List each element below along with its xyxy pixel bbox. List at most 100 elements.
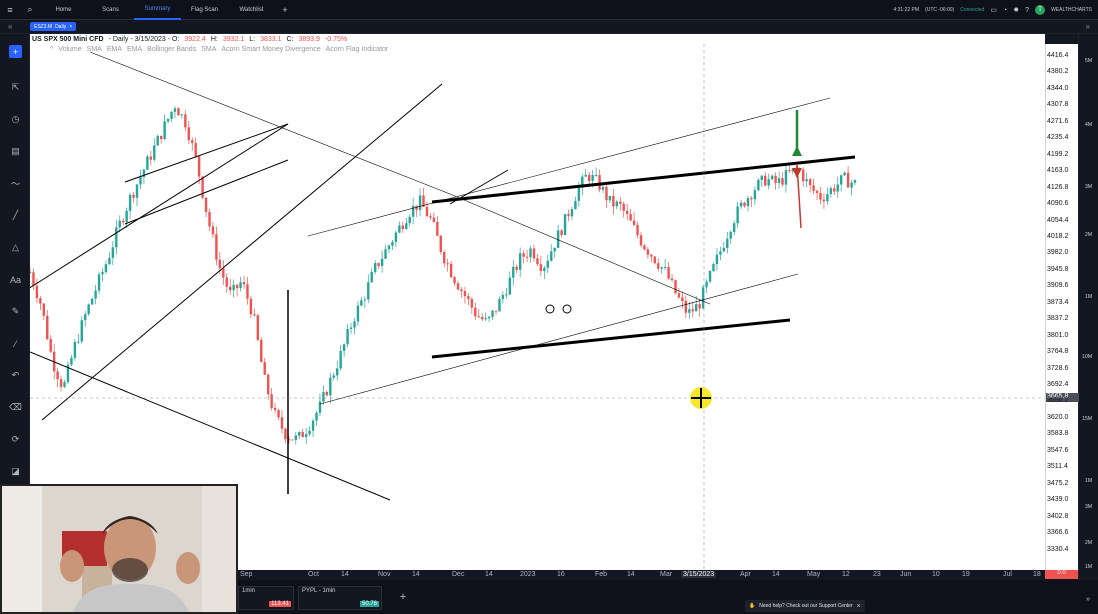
tab-flag-scan[interactable]: Flag Scan	[190, 6, 218, 13]
low-label: L:	[249, 35, 256, 43]
candle-body	[239, 282, 242, 289]
chart-tab[interactable]: ESZ3.M Daily ×	[30, 22, 77, 31]
candle-body	[512, 266, 515, 278]
chart-plot[interactable]	[30, 44, 1045, 570]
time-tick-label: Jul	[1003, 571, 1012, 578]
candle-body	[80, 320, 83, 342]
candle-body	[726, 238, 729, 248]
shapes-icon[interactable]: △	[12, 242, 19, 252]
price-tick-label: 4307.8	[1047, 101, 1069, 109]
collapse-right-icon[interactable]: »	[1085, 22, 1090, 31]
calendar-icon[interactable]: ▭	[990, 7, 998, 14]
time-tick-label: 18	[1033, 571, 1041, 578]
candle-body	[46, 315, 49, 339]
bell-icon[interactable]: ◔	[1003, 6, 1008, 14]
cursor-price-label: 3665.8	[1046, 393, 1079, 402]
avatar[interactable]: T	[1035, 5, 1046, 15]
tab-summary[interactable]: Summary	[134, 0, 181, 20]
time-tick-label: 12	[842, 571, 850, 578]
brush-icon[interactable]: ⁄	[14, 338, 17, 349]
indicator-label[interactable]: SMA	[86, 46, 102, 53]
candle-body	[719, 251, 722, 255]
text-tool-icon[interactable]: Aa	[9, 274, 21, 285]
candle-body	[770, 175, 774, 180]
cursor-icon[interactable]: ⇱	[11, 82, 20, 92]
candle-body	[708, 271, 712, 282]
vol-label: 3M	[1085, 504, 1092, 510]
candle-body	[577, 187, 581, 201]
indicator-label[interactable]: Volume	[58, 46, 82, 53]
price-axis[interactable]: 3665.8 4416.4 4380.2 4344.0 4307.8 4271.6 423…	[1045, 44, 1079, 570]
indicator-label[interactable]: Bollinger Bands	[147, 46, 197, 53]
candle-body	[443, 251, 446, 264]
indicator-label[interactable]: EMA	[106, 46, 122, 53]
candle-body	[695, 304, 698, 312]
candle-body	[529, 248, 532, 258]
add-tab-button[interactable]: +	[282, 4, 288, 15]
gear-icon[interactable]: ✹	[1013, 7, 1020, 14]
collapse-left-icon[interactable]: «	[8, 22, 13, 31]
close-label: C:	[286, 35, 294, 43]
candle-body	[249, 298, 253, 315]
candle-body	[843, 172, 846, 176]
tab-scans[interactable]: Scans	[102, 6, 119, 13]
search-icon[interactable]: ⌕	[27, 4, 33, 14]
candle-body	[73, 341, 77, 358]
scroll-right-icon[interactable]: »	[1086, 596, 1090, 603]
tab-home[interactable]: Home	[55, 6, 72, 13]
time-tick-label: 14	[412, 571, 420, 578]
candle-body	[184, 114, 187, 128]
trash-icon[interactable]: ⌫	[9, 402, 22, 412]
refresh-icon[interactable]: ⟳	[11, 434, 20, 444]
candle-body	[677, 293, 681, 298]
indicator-label[interactable]: EMA	[127, 46, 143, 53]
chart-type-icon[interactable]: ◪	[11, 466, 20, 476]
time-axis[interactable]: 3/15/2023 0.0 Sep Oct 14 Nov 14 Dec 14 2023 16 Fe…	[30, 570, 1078, 580]
help-icon[interactable]: ?	[1025, 6, 1030, 14]
time-tick-label: Mar	[660, 571, 673, 578]
collapse-indicators-icon[interactable]: ^	[50, 46, 54, 53]
low-value: 3833.1	[260, 35, 282, 43]
candle-body	[211, 226, 215, 235]
undo-icon[interactable]: ↶	[11, 370, 20, 380]
candle-body	[553, 247, 556, 252]
indicator-label[interactable]: Acorn Smart Money Divergence	[221, 46, 321, 53]
close-value: 3893.9	[298, 35, 320, 43]
candle-body	[318, 401, 322, 413]
mini-chart[interactable]: 1min 113.41	[238, 586, 294, 610]
time-tick-label: 14	[485, 571, 493, 578]
candle-body	[380, 258, 384, 266]
pencil-icon[interactable]: ✎	[11, 306, 20, 316]
price-tick-label: 4235.4	[1047, 134, 1069, 142]
indicator-label[interactable]: SMA	[201, 46, 217, 53]
add-icon[interactable]: +	[9, 45, 22, 58]
menu-icon[interactable]: ≡	[7, 4, 13, 15]
line-tool-icon[interactable]: ╱	[12, 210, 19, 220]
time-tick-label: Jun	[900, 571, 912, 578]
trend-icon[interactable]: 〜	[10, 179, 20, 189]
support-text[interactable]: Need help? Check out our Support Center	[759, 603, 853, 609]
clock-icon[interactable]: ◷	[11, 114, 20, 124]
candle-body	[291, 439, 294, 441]
candle-body	[90, 298, 94, 305]
candle-body	[460, 289, 463, 292]
indicator-label[interactable]: Acorn Flag Indicator	[325, 46, 389, 53]
candle-body	[467, 296, 470, 299]
trendline	[124, 123, 289, 183]
candle-body	[59, 379, 63, 387]
chart-canvas[interactable]	[30, 44, 1045, 570]
support-banner[interactable]: ✋ Need help? Check out our Support Cente…	[745, 600, 865, 612]
vol-label: 3M	[1085, 184, 1092, 190]
price-tick-label: 3873.4	[1047, 298, 1069, 306]
tab-watchlist[interactable]: Watchlist	[239, 6, 264, 13]
add-mini-chart-button[interactable]: +	[399, 591, 407, 603]
close-icon[interactable]: ×	[856, 602, 861, 610]
candle-body	[294, 435, 297, 440]
candle-body	[270, 394, 273, 408]
layout-icon[interactable]: ▤	[11, 146, 20, 156]
candle-body	[501, 294, 505, 300]
mini-chart[interactable]: PYPL - 1min 50.76	[298, 586, 382, 610]
price-tick-label: 4344.0	[1047, 84, 1069, 92]
close-tab-icon[interactable]: ×	[69, 23, 73, 30]
